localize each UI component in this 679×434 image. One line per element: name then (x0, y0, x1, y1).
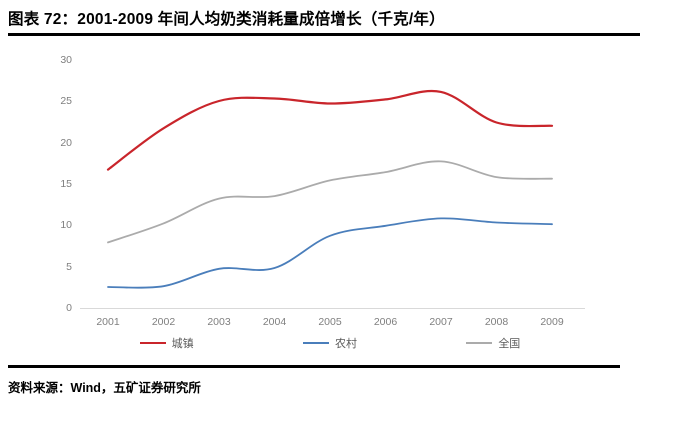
legend-line-icon (139, 341, 166, 345)
x-tick-label: 2003 (207, 316, 231, 328)
source-note: 资料来源：Wind，五矿证券研究所 (8, 381, 201, 395)
legend-label: 全国 (498, 338, 521, 350)
x-tick-label: 2009 (540, 316, 564, 328)
x-tick-label: 2002 (151, 316, 176, 328)
x-tick-label: 2008 (484, 316, 509, 328)
title-divider (8, 33, 640, 36)
legend-item-全国: 全国 (466, 335, 520, 351)
x-tick-label: 2005 (318, 316, 342, 328)
series-line-全国 (107, 160, 553, 244)
x-tick-label: 2007 (429, 316, 453, 328)
y-tick-label: 30 (60, 53, 72, 66)
chart-legend: 城镇 农村 全国 (85, 335, 575, 351)
legend-item-城镇: 城镇 (139, 335, 194, 351)
legend-line-icon (466, 341, 493, 345)
y-tick-label: 5 (66, 260, 72, 273)
series-line-城镇 (106, 89, 554, 171)
legend-item-农村: 农村 (302, 335, 357, 351)
x-tick-label: 2001 (96, 316, 120, 328)
series-line-农村 (107, 217, 553, 289)
legend-label: 城镇 (171, 338, 194, 350)
y-tick-label: 25 (60, 95, 72, 108)
y-tick-label: 10 (60, 219, 72, 232)
y-tick-label: 15 (60, 177, 72, 190)
y-tick-label: 0 (66, 302, 72, 314)
footer-divider (8, 365, 620, 368)
x-tick-label: 2006 (373, 316, 398, 328)
legend-line-icon (302, 341, 329, 345)
legend-label: 农村 (334, 338, 357, 350)
x-tick-label: 2004 (262, 316, 287, 328)
figure-title: 图表 72：2001-2009 年间人均奶类消耗量成倍增长（千克/年） (8, 11, 445, 28)
y-tick-label: 20 (60, 136, 72, 149)
